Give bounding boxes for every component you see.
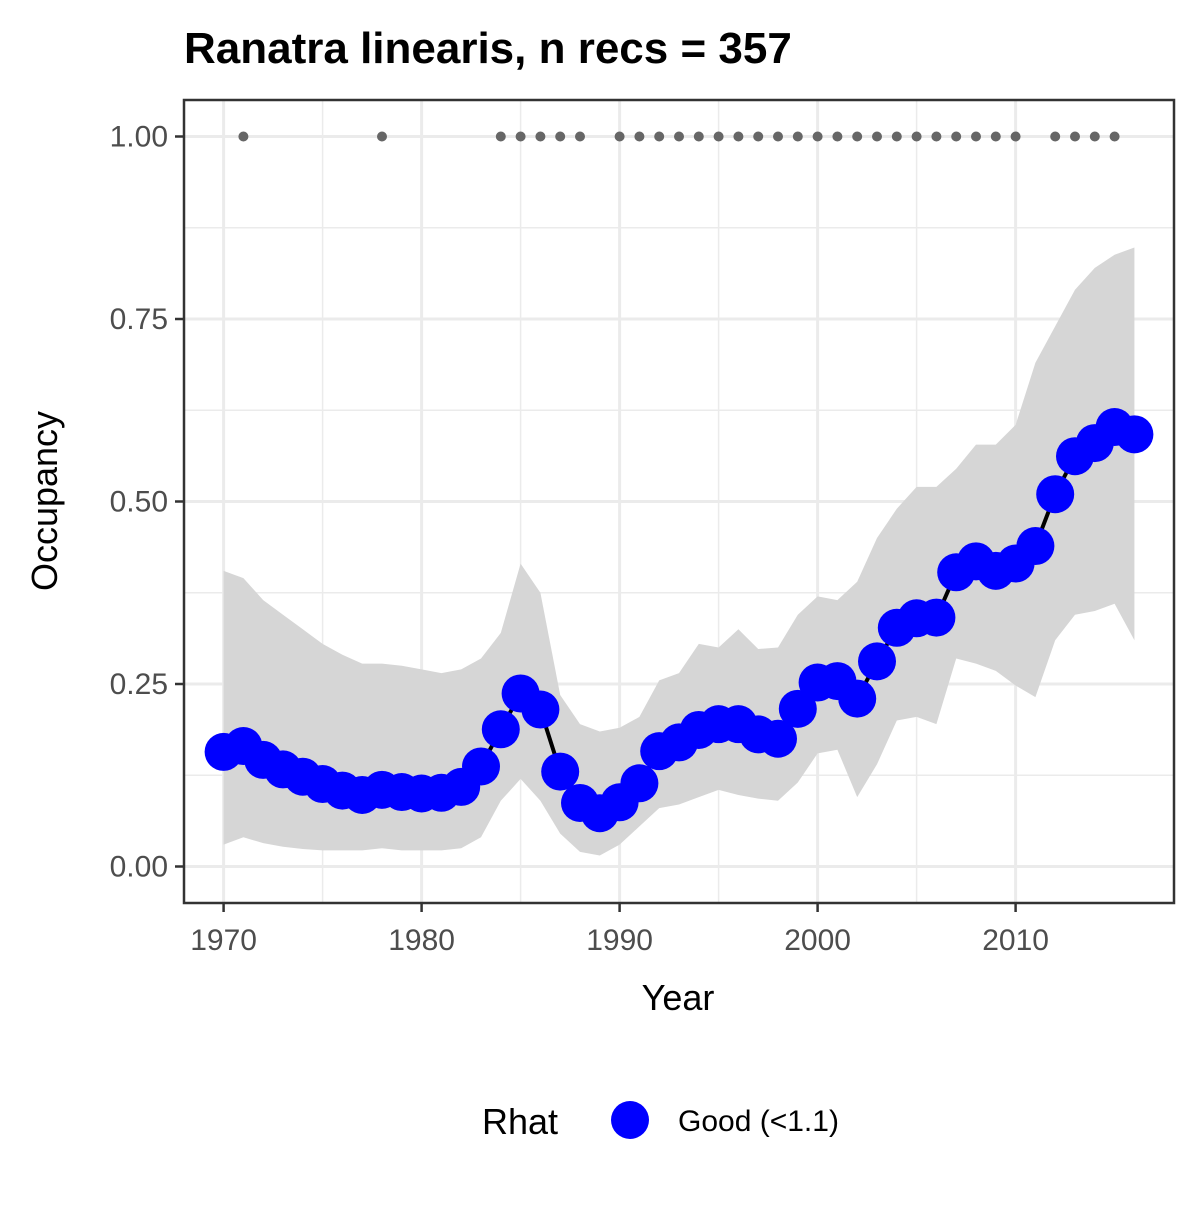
record-dot <box>238 131 249 142</box>
occupancy-point <box>917 598 956 637</box>
occupancy-point <box>838 679 877 718</box>
record-dot <box>990 131 1001 142</box>
record-dot <box>693 131 704 142</box>
record-dot <box>495 131 506 142</box>
record-dot <box>911 131 922 142</box>
legend-title: Rhat <box>482 1101 558 1142</box>
record-dot <box>971 131 981 142</box>
record-dot <box>1089 131 1100 142</box>
record-dot <box>1010 131 1021 142</box>
record-dots-layer <box>238 131 1120 142</box>
y-tick-label: 1.00 <box>110 121 168 154</box>
x-tick-label: 1990 <box>586 924 653 957</box>
record-dot <box>891 131 902 142</box>
y-tick-label: 0.25 <box>110 668 168 701</box>
record-dot <box>832 131 843 142</box>
legend-label-good: Good (<1.1) <box>678 1105 839 1138</box>
y-tick-label: 0.75 <box>110 303 168 336</box>
x-tick-label: 2000 <box>784 924 851 957</box>
legend: Rhat Good (<1.1) <box>482 1101 839 1142</box>
axes: 0.00 0.25 0.50 0.75 1.00 1970 1980 1990 2000 2010 <box>110 121 1049 958</box>
record-dot <box>575 131 585 142</box>
record-dot <box>1109 131 1120 142</box>
record-dot <box>872 131 882 142</box>
record-dot <box>555 131 566 142</box>
occupancy-point <box>541 752 580 791</box>
occupancy-point <box>1016 527 1055 566</box>
legend-swatch-good <box>611 1101 649 1139</box>
record-dot <box>1050 131 1061 142</box>
y-tick-label: 0.00 <box>110 851 168 884</box>
occupancy-point <box>778 689 817 728</box>
occupancy-points-layer <box>204 408 1154 833</box>
record-dot <box>773 131 783 142</box>
chart-title: Ranatra linearis, n recs = 357 <box>184 24 792 73</box>
record-dot <box>535 131 546 142</box>
record-dot <box>931 131 942 142</box>
record-dot <box>753 131 764 142</box>
record-dot <box>852 131 863 142</box>
confidence-ribbon-layer <box>223 247 1135 856</box>
record-dot <box>713 131 724 142</box>
occupancy-point <box>521 690 560 729</box>
record-dot <box>654 131 665 142</box>
occupancy-point <box>481 710 520 749</box>
occupancy-point <box>620 764 659 803</box>
x-tick-label: 1970 <box>190 924 257 957</box>
occupancy-point <box>1036 475 1075 514</box>
x-tick-label: 2010 <box>982 924 1049 957</box>
occupancy-point <box>759 719 797 758</box>
record-dot <box>634 131 645 142</box>
record-dot <box>951 131 962 142</box>
y-tick-label: 0.50 <box>110 486 168 519</box>
y-axis-title: Occupancy <box>24 411 65 591</box>
occupancy-point <box>1115 415 1154 454</box>
record-dot <box>1070 131 1080 142</box>
record-dot <box>377 131 387 142</box>
confidence-ribbon <box>223 247 1135 856</box>
record-dot <box>792 131 803 142</box>
occupancy-point <box>858 642 896 681</box>
record-dot <box>614 131 625 142</box>
x-axis-title: Year <box>642 977 715 1018</box>
record-dot <box>515 131 526 142</box>
record-dot <box>674 131 684 142</box>
record-dot <box>733 131 744 142</box>
record-dot <box>812 131 823 142</box>
x-tick-label: 1980 <box>388 924 455 957</box>
occupancy-point <box>462 747 500 786</box>
